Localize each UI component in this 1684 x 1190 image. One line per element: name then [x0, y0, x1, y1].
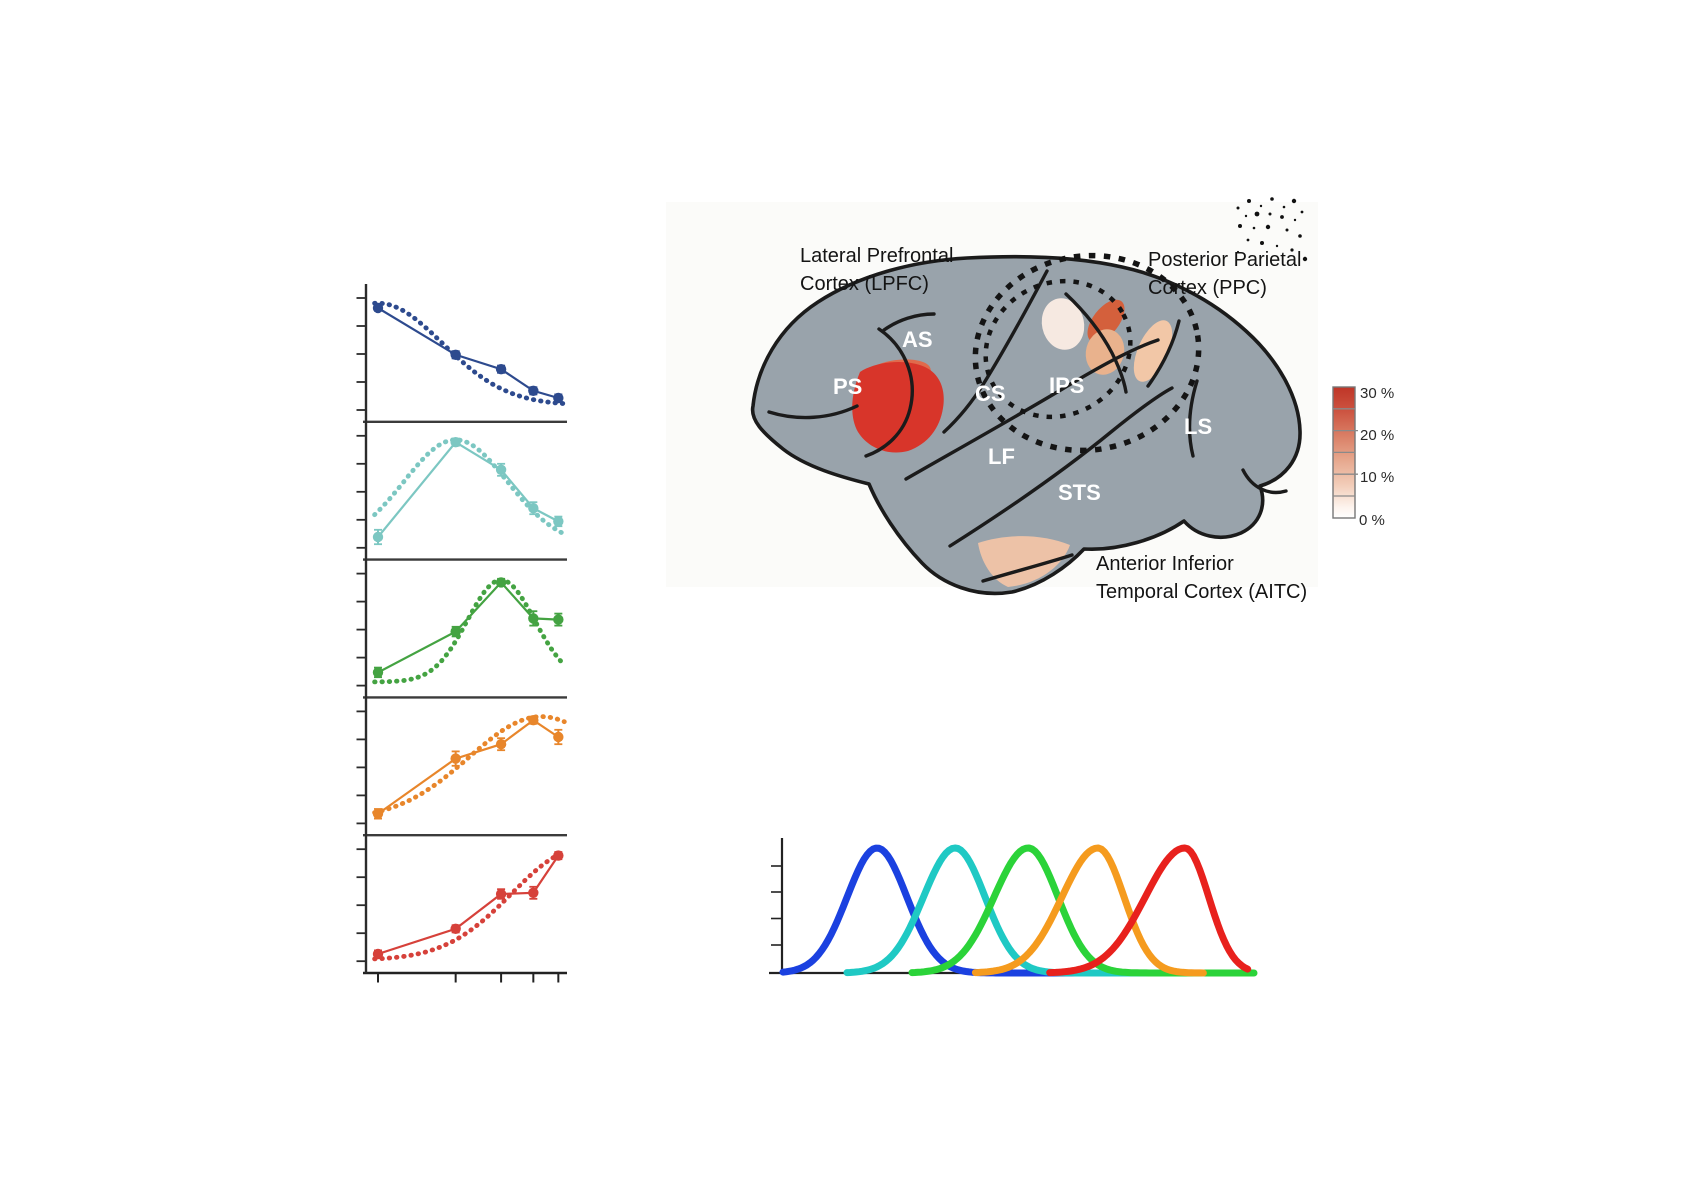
data-point [372, 948, 384, 960]
data-point [450, 923, 461, 934]
data-point [553, 614, 564, 625]
ips-patch-orange [1087, 299, 1125, 343]
arcuate-sulcus-line [864, 327, 914, 458]
lpfc-label-line2: Cortex (LPFC) [800, 273, 929, 295]
temporal-sulcus-line [981, 553, 1074, 583]
data-point [450, 753, 461, 764]
measured-line [377, 440, 559, 538]
data-point [495, 577, 507, 588]
data-point [450, 626, 461, 637]
data-point [495, 739, 507, 750]
ips-patch-pale [1041, 298, 1085, 350]
data-point [372, 667, 384, 678]
fit-curve-dotted [372, 577, 567, 685]
data-point [553, 731, 564, 743]
tuning-panel-pref-3 [356, 572, 567, 687]
tuning-curve-pref-3 [908, 844, 1258, 977]
ppc-dotted-outline-outer [972, 252, 1202, 454]
data-point [450, 349, 461, 360]
colorbar-label-30: 30 % [1360, 385, 1394, 402]
ppc-label-line2: Cortex (PPC) [1148, 277, 1267, 299]
ls-label: LS [1184, 414, 1212, 439]
data-point [528, 613, 539, 624]
ips-patch-peach-right [1133, 320, 1173, 382]
tuning-curve-pref-5 [1046, 844, 1252, 977]
lf-label: LF [988, 444, 1015, 469]
arcuate-branch-line [882, 312, 936, 332]
data-point [495, 888, 507, 900]
fit-curve-dotted [372, 437, 567, 537]
tuning-panel-pref-2 [356, 434, 567, 549]
colorbar-label-20: 20 % [1360, 427, 1394, 444]
ips-patch-peach [1085, 329, 1125, 375]
data-point [528, 503, 539, 514]
activation-patches [852, 298, 1173, 587]
numerosity-tuning-panels-chart [356, 284, 567, 983]
tuning-panel-pref-5 [356, 848, 567, 963]
ppc-label-line1: Posterior Parietal [1148, 249, 1301, 271]
occipital-hook-line [1241, 468, 1288, 495]
ps-label: PS [833, 374, 862, 399]
measured-line [377, 718, 559, 815]
measured-line [377, 307, 559, 400]
fit-curve-dotted [372, 714, 567, 815]
colorbar-segment-lines [1333, 408, 1358, 497]
fit-curve-dotted [372, 849, 567, 962]
aitc-label-line1: Anterior Inferior [1096, 553, 1234, 575]
cs-label: CS [975, 381, 1006, 406]
data-point [528, 887, 539, 898]
brain-diagram: AS PS CS LF STS IPS LS Lateral Prefronta… [666, 197, 1394, 603]
colorbar: 30 % 20 % 10 % 0 % [1332, 385, 1394, 529]
data-point [495, 364, 507, 375]
data-point [495, 464, 507, 475]
as-label: AS [902, 327, 933, 352]
measured-line [377, 580, 559, 674]
intraparietal-sulcus-line [1064, 292, 1128, 394]
aitc-label-line2: Temporal Cortex (AITC) [1096, 581, 1307, 603]
tuning-panel-pref-1 [356, 297, 567, 411]
data-point [528, 715, 539, 726]
fit-curve-dotted [372, 300, 567, 406]
colorbar-label-10: 10 % [1360, 469, 1394, 486]
data-point [450, 437, 461, 448]
lateral-fissure-line [904, 338, 1160, 481]
parietal-sulcus-line [1146, 319, 1181, 388]
ips-label: IPS [1049, 373, 1084, 398]
principal-sulcus-line [767, 404, 859, 420]
measured-line [377, 854, 560, 956]
data-point [553, 516, 564, 527]
data-point [372, 808, 384, 819]
tuning-curve-pref-4 [971, 844, 1207, 977]
population-tuning-curves-chart [769, 838, 1258, 977]
data-point [372, 531, 384, 543]
lunate-sulcus-line [1187, 379, 1199, 458]
colorbar-label-0: 0 % [1359, 512, 1385, 529]
lpfc-activation-red [852, 361, 944, 453]
data-point [553, 850, 564, 861]
sts-label: STS [1058, 480, 1101, 505]
data-point [553, 392, 564, 404]
superior-temporal-sulcus-line [948, 386, 1174, 548]
lpfc-label-line1: Lateral Prefrontal [800, 245, 953, 267]
artifact-speckles [1236, 197, 1308, 262]
data-point [372, 302, 384, 314]
ppc-dotted-outline-inner [983, 278, 1133, 420]
tuning-panel-pref-4 [356, 710, 567, 825]
data-point [528, 385, 539, 396]
